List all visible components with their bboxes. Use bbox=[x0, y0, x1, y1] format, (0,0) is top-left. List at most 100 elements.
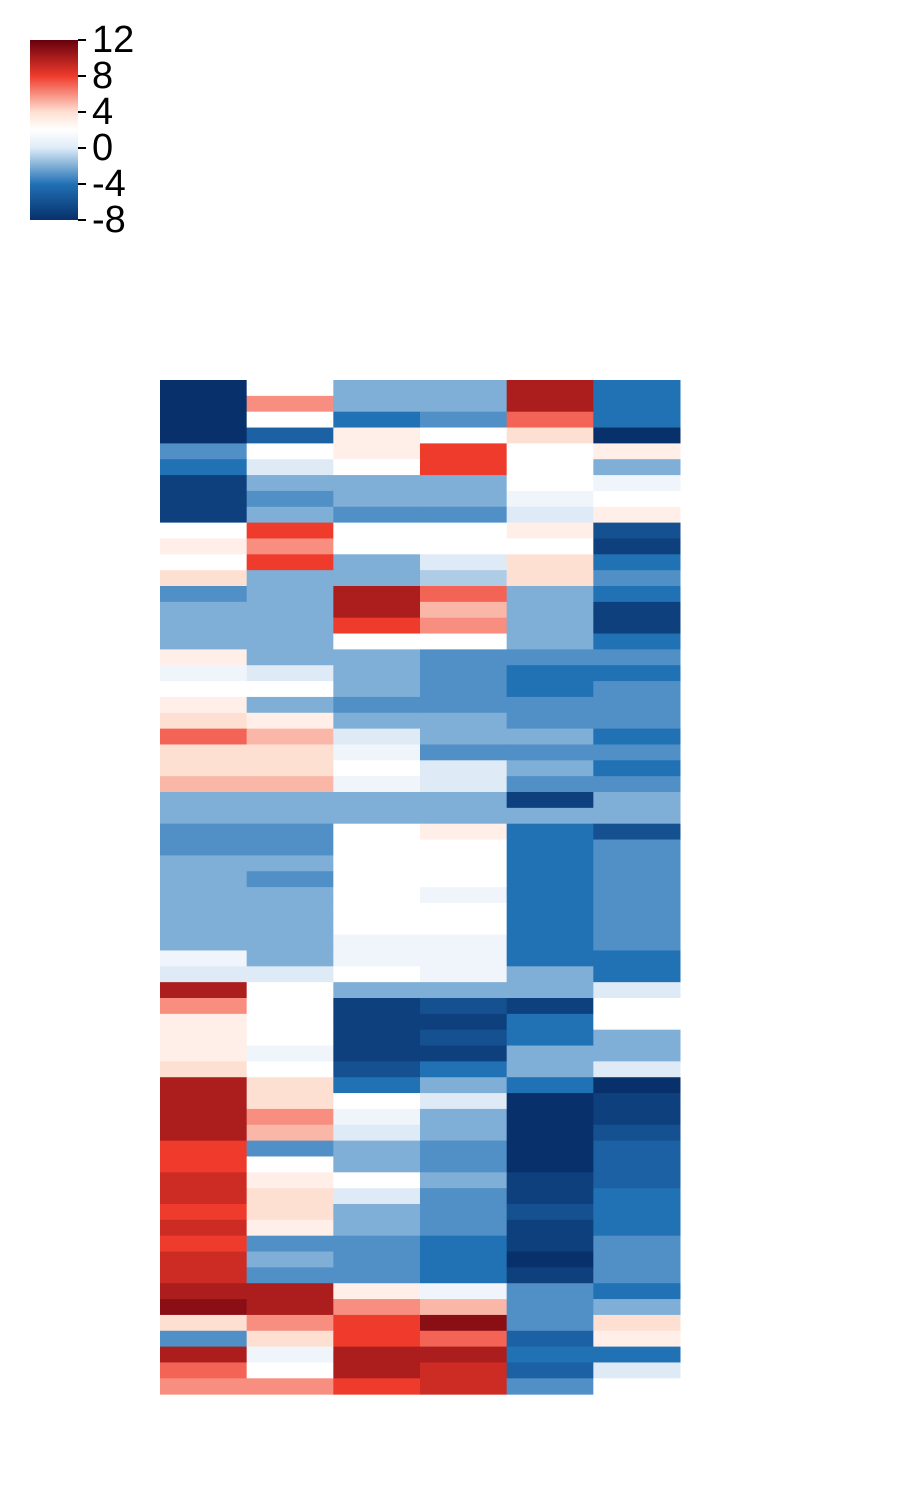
heatmap-cell bbox=[420, 1141, 507, 1157]
heatmap-cell bbox=[593, 887, 680, 903]
heatmap-cell bbox=[420, 507, 507, 523]
heatmap-cell bbox=[420, 1347, 507, 1363]
heatmap-cell bbox=[593, 1331, 680, 1347]
heatmap-cell bbox=[507, 744, 594, 760]
heatmap-cell bbox=[593, 570, 680, 586]
heatmap-cell bbox=[247, 1236, 334, 1252]
heatmap-cell bbox=[507, 1188, 594, 1204]
heatmap-cell bbox=[420, 1093, 507, 1109]
heatmap-cell bbox=[247, 1299, 334, 1315]
heatmap-cell bbox=[333, 792, 420, 808]
heatmap-cell bbox=[333, 808, 420, 824]
heatmap-cell bbox=[247, 697, 334, 713]
heatmap-cell bbox=[160, 919, 247, 935]
heatmap-cell bbox=[507, 1236, 594, 1252]
heatmap-cell bbox=[420, 871, 507, 887]
heatmap-cell bbox=[507, 1220, 594, 1236]
heatmap-cell bbox=[160, 1109, 247, 1125]
heatmap-cell bbox=[593, 919, 680, 935]
heatmap-cell bbox=[247, 1220, 334, 1236]
heatmap-cell bbox=[160, 998, 247, 1014]
heatmap-cell bbox=[247, 538, 334, 554]
heatmap-cell bbox=[160, 1061, 247, 1077]
heatmap-cell bbox=[593, 491, 680, 507]
heatmap-cell bbox=[160, 1378, 247, 1394]
heatmap-cell bbox=[593, 792, 680, 808]
heatmap-cell bbox=[247, 1109, 334, 1125]
heatmap-cell bbox=[333, 586, 420, 602]
heatmap-cell bbox=[420, 982, 507, 998]
heatmap-cell bbox=[420, 1156, 507, 1172]
heatmap-cell bbox=[160, 982, 247, 998]
heatmap-cell bbox=[247, 760, 334, 776]
heatmap-cell bbox=[160, 475, 247, 491]
heatmap-cell bbox=[333, 1188, 420, 1204]
heatmap-cell bbox=[420, 649, 507, 665]
heatmap-cell bbox=[247, 1252, 334, 1268]
heatmap-cell bbox=[333, 887, 420, 903]
heatmap-cell bbox=[160, 950, 247, 966]
heatmap-cell bbox=[247, 1331, 334, 1347]
heatmap-cell bbox=[247, 475, 334, 491]
heatmap-cell bbox=[160, 1188, 247, 1204]
heatmap-cell bbox=[420, 538, 507, 554]
heatmap-cell bbox=[420, 887, 507, 903]
heatmap-cell bbox=[333, 1156, 420, 1172]
heatmap-cell bbox=[247, 1125, 334, 1141]
heatmap-cell bbox=[247, 1046, 334, 1062]
heatmap-cell bbox=[160, 665, 247, 681]
heatmap-cell bbox=[333, 554, 420, 570]
heatmap-cell bbox=[420, 713, 507, 729]
heatmap-cell bbox=[333, 443, 420, 459]
heatmap-cell bbox=[507, 634, 594, 650]
colorbar bbox=[30, 40, 78, 220]
heatmap-cell bbox=[593, 824, 680, 840]
heatmap-cell bbox=[247, 1061, 334, 1077]
heatmap-cell bbox=[333, 950, 420, 966]
heatmap-cell bbox=[247, 1172, 334, 1188]
heatmap-cell bbox=[507, 998, 594, 1014]
heatmap-cell bbox=[507, 824, 594, 840]
heatmap-cell bbox=[507, 618, 594, 634]
heatmap-cell bbox=[420, 1315, 507, 1331]
heatmap-cell bbox=[507, 491, 594, 507]
heatmap-cell bbox=[333, 1061, 420, 1077]
heatmap-cell bbox=[333, 602, 420, 618]
heatmap-cell bbox=[507, 792, 594, 808]
heatmap-cell bbox=[593, 1220, 680, 1236]
heatmap-cell bbox=[333, 1236, 420, 1252]
heatmap-cell bbox=[160, 538, 247, 554]
heatmap-cell bbox=[593, 380, 680, 396]
heatmap-cell bbox=[593, 1093, 680, 1109]
heatmap-cell bbox=[593, 538, 680, 554]
heatmap-cell bbox=[420, 1252, 507, 1268]
heatmap-cell bbox=[247, 1362, 334, 1378]
heatmap-cell bbox=[420, 903, 507, 919]
heatmap-cell bbox=[507, 570, 594, 586]
heatmap-cell bbox=[333, 776, 420, 792]
heatmap-cell bbox=[247, 1315, 334, 1331]
heatmap-cell bbox=[247, 808, 334, 824]
heatmap-cell bbox=[333, 1267, 420, 1283]
heatmap-cell bbox=[247, 919, 334, 935]
heatmap-cell bbox=[507, 459, 594, 475]
heatmap-cell bbox=[333, 840, 420, 856]
heatmap-cell bbox=[247, 618, 334, 634]
heatmap-cell bbox=[420, 1331, 507, 1347]
heatmap-cell bbox=[507, 665, 594, 681]
clustermap-svg: -8-404812 bbox=[0, 0, 915, 1507]
heatmap-cell bbox=[507, 935, 594, 951]
heatmap-cell bbox=[507, 982, 594, 998]
heatmap-cell bbox=[420, 443, 507, 459]
heatmap-cell bbox=[593, 618, 680, 634]
heatmap-cell bbox=[247, 1030, 334, 1046]
heatmap-cell bbox=[593, 1014, 680, 1030]
heatmap-cell bbox=[420, 665, 507, 681]
heatmap-cell bbox=[333, 1077, 420, 1093]
heatmap-cell bbox=[593, 1315, 680, 1331]
heatmap-cell bbox=[593, 950, 680, 966]
heatmap-cell bbox=[420, 412, 507, 428]
heatmap-cell bbox=[507, 443, 594, 459]
heatmap-cell bbox=[333, 1014, 420, 1030]
heatmap-cell bbox=[333, 903, 420, 919]
